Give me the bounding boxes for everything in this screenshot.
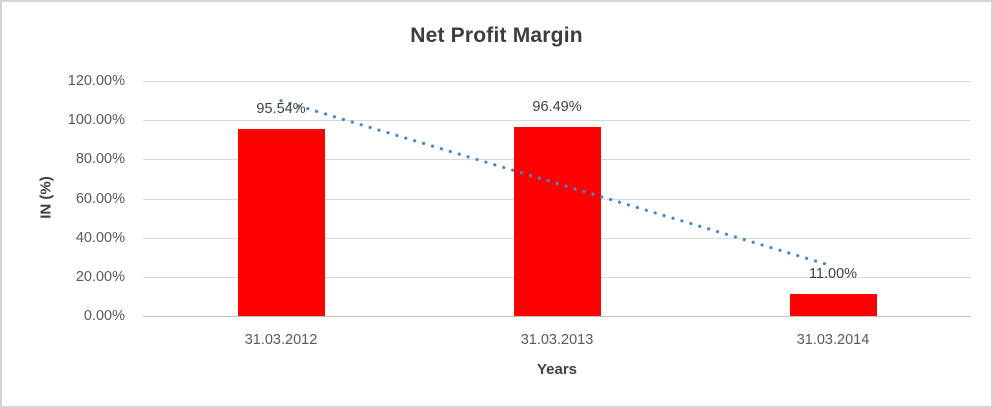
data-label: 96.49% <box>532 99 582 116</box>
trendline-path <box>279 99 835 268</box>
chart-title: Net Profit Margin <box>410 24 583 47</box>
x-axis-title: Years <box>536 361 578 378</box>
category-label: 31.03.2012 <box>244 332 318 348</box>
y-tick-label: 60.00% <box>75 190 125 207</box>
y-tick-label: 80.00% <box>75 151 125 168</box>
category-label: 31.03.2013 <box>520 332 594 348</box>
plot-area <box>143 81 971 317</box>
bar <box>789 294 877 316</box>
y-tick-label: 40.00% <box>75 229 125 246</box>
gridline <box>143 81 971 82</box>
y-tick-label: 100.00% <box>67 112 125 129</box>
gridline <box>143 120 971 122</box>
data-label: 11.00% <box>808 266 858 283</box>
y-tick-label: 120.00% <box>67 73 125 89</box>
bar <box>513 127 601 316</box>
y-tick-label: 0.00% <box>83 308 125 324</box>
bar <box>237 128 325 316</box>
data-label: 95.54% <box>256 100 306 117</box>
y-tick-label: 20.00% <box>75 268 125 285</box>
category-label: 31.03.2014 <box>796 332 870 348</box>
